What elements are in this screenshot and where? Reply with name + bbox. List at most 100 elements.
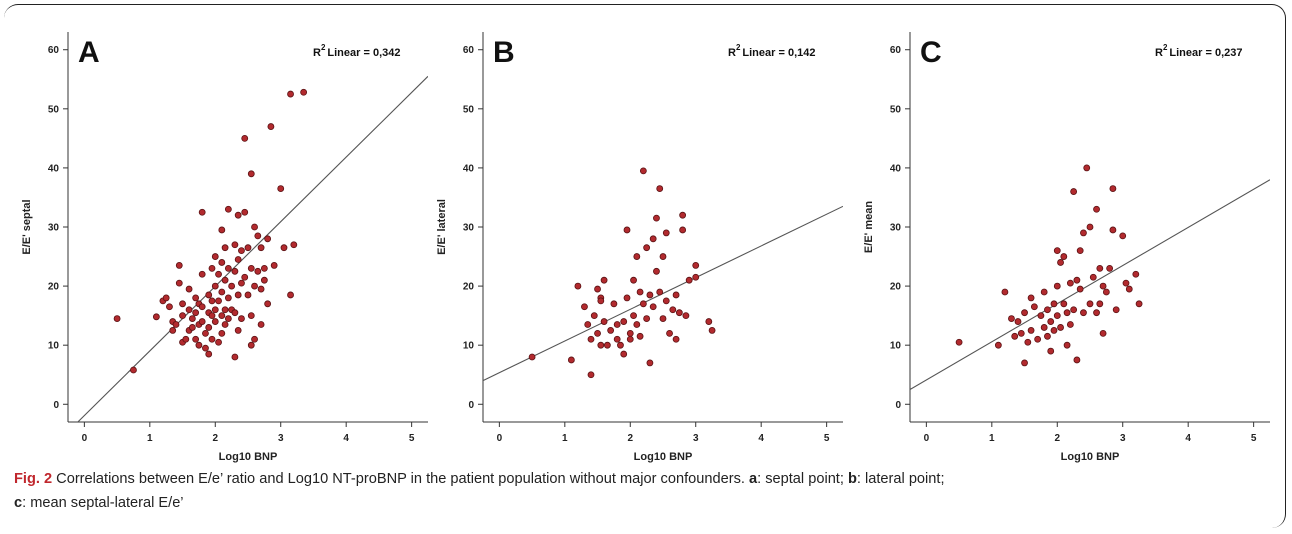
data-point <box>1030 303 1038 311</box>
data-point <box>1044 332 1051 340</box>
y-axis-label: E/E' mean <box>863 201 875 253</box>
data-point <box>188 324 196 331</box>
data-point <box>643 244 651 252</box>
figure-frame <box>4 4 1286 528</box>
data-point <box>1044 306 1051 314</box>
data-point <box>1089 273 1097 281</box>
data-point <box>603 341 611 349</box>
x-tick-label: 5 <box>409 433 415 444</box>
data-point <box>264 300 272 308</box>
data-point <box>1040 324 1048 331</box>
data-point <box>1021 309 1028 317</box>
data-point <box>234 291 242 299</box>
data-point <box>597 297 605 305</box>
data-point <box>1066 321 1074 328</box>
r-squared-label: R2 Linear = 0,142 <box>728 43 815 59</box>
fit-line <box>910 179 1270 390</box>
data-point <box>630 276 637 284</box>
data-point <box>185 285 193 293</box>
data-point <box>218 288 226 296</box>
data-point <box>1102 288 1110 296</box>
data-point <box>639 167 647 175</box>
data-point <box>152 313 160 321</box>
data-point <box>224 205 232 213</box>
data-point <box>1050 300 1058 308</box>
data-point <box>626 329 634 337</box>
data-point <box>215 270 222 278</box>
data-point <box>630 312 637 320</box>
data-point <box>185 306 193 314</box>
data-point <box>238 247 245 255</box>
data-point <box>659 253 667 260</box>
data-point <box>172 321 180 328</box>
data-point <box>270 262 278 269</box>
y-tick-label: 20 <box>48 282 60 293</box>
data-point <box>198 270 206 278</box>
r-squared-exponent: 2 <box>321 43 326 52</box>
data-point <box>636 332 644 340</box>
x-tick-label: 0 <box>82 433 88 444</box>
y-tick-label: 0 <box>53 400 59 411</box>
data-point <box>179 300 186 308</box>
data-point <box>1099 329 1107 337</box>
data-point <box>1093 205 1100 213</box>
data-point <box>205 291 213 299</box>
caption-a-text: : septal point; <box>757 471 848 487</box>
data-point <box>1027 327 1035 334</box>
data-point <box>1053 282 1061 290</box>
x-axis-label: Log10 BNP <box>1061 451 1120 463</box>
data-point <box>1073 276 1081 284</box>
data-point <box>679 226 687 234</box>
data-point <box>679 211 687 219</box>
data-point <box>623 226 631 234</box>
data-point <box>682 312 690 320</box>
data-point <box>198 208 206 216</box>
r-squared-label: R2 Linear = 0,342 <box>313 43 400 59</box>
data-point <box>166 303 173 311</box>
data-point <box>633 253 641 260</box>
y-tick-label: 40 <box>48 163 60 174</box>
data-point <box>215 338 222 346</box>
data-point <box>244 244 252 252</box>
data-point <box>623 294 631 302</box>
caption-text: Correlations between E/e’ ratio and Log1… <box>52 471 749 487</box>
data-point <box>241 208 249 216</box>
figure-caption: Fig. 2 Correlations between E/e’ ratio a… <box>14 467 1276 515</box>
data-point <box>247 170 255 178</box>
data-point <box>234 211 242 219</box>
data-point <box>300 88 308 96</box>
data-point <box>192 294 200 302</box>
r-squared-exponent: 2 <box>1163 43 1168 52</box>
r-squared-value: Linear = 0,142 <box>742 47 815 59</box>
data-point <box>257 285 265 293</box>
data-point <box>613 321 621 328</box>
x-tick-label: 4 <box>343 433 349 444</box>
data-point <box>1080 309 1087 317</box>
data-point <box>662 297 670 305</box>
data-point <box>179 312 186 320</box>
data-point <box>1070 306 1078 314</box>
data-point <box>1073 356 1081 364</box>
data-point <box>692 262 700 269</box>
data-point <box>708 327 716 334</box>
data-point <box>113 315 121 322</box>
data-point <box>244 291 252 299</box>
data-point <box>287 90 294 98</box>
data-point <box>234 327 242 334</box>
data-point <box>208 335 216 343</box>
data-point <box>646 359 654 367</box>
data-point <box>607 327 615 334</box>
x-tick-label: 4 <box>758 433 764 444</box>
data-point <box>195 341 203 349</box>
data-point <box>567 356 575 364</box>
data-point <box>639 300 647 308</box>
data-point <box>626 335 634 343</box>
data-point <box>1017 329 1025 337</box>
data-point <box>1086 223 1094 231</box>
data-point <box>1083 164 1091 172</box>
caption-key-c: c <box>14 495 23 511</box>
y-tick-label: 10 <box>890 341 902 352</box>
data-point <box>231 309 239 317</box>
data-point <box>1066 279 1074 287</box>
